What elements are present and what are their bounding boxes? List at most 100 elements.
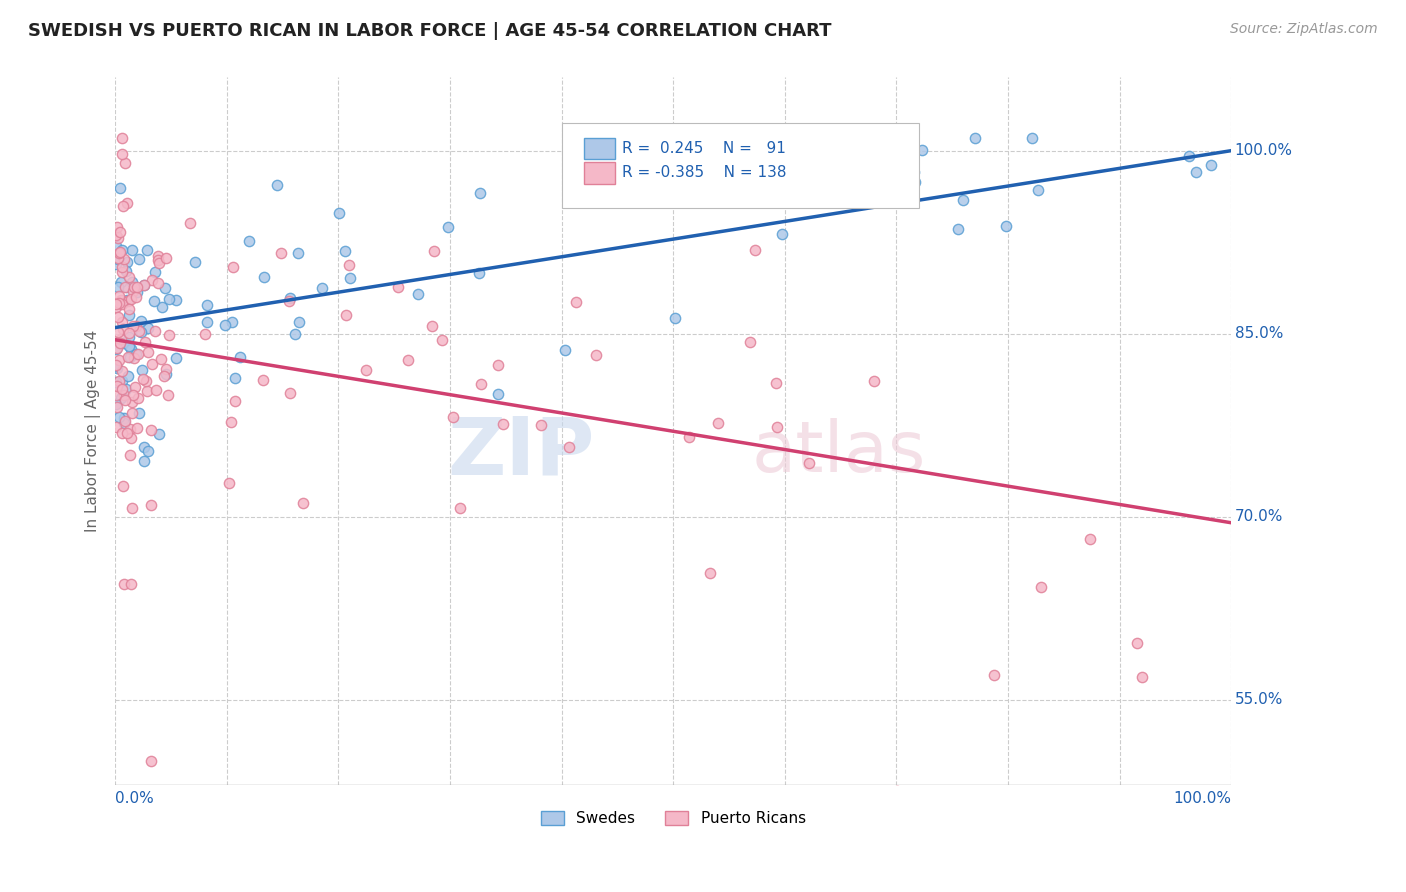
Legend: Swedes, Puerto Ricans: Swedes, Puerto Ricans: [533, 804, 813, 834]
Point: [238, 234, 260, 248]
Point: [118, 269, 141, 284]
Point: [311, 281, 333, 295]
Point: [121, 284, 143, 298]
Point: [112, 479, 135, 493]
Point: [110, 392, 132, 406]
Point: [143, 324, 166, 338]
Point: [143, 294, 166, 309]
Point: [910, 144, 932, 158]
Point: [118, 422, 141, 436]
Point: [111, 146, 134, 161]
Point: [335, 244, 357, 259]
Point: [122, 351, 145, 366]
Point: [111, 260, 134, 275]
Point: [148, 248, 170, 262]
Point: [105, 341, 128, 355]
Point: [117, 425, 139, 440]
Text: R =  0.245    N =   91: R = 0.245 N = 91: [621, 141, 786, 156]
Point: [118, 330, 141, 344]
Point: [328, 206, 350, 220]
Point: [118, 448, 141, 462]
Point: [406, 287, 429, 301]
Point: [554, 343, 576, 358]
Point: [107, 325, 129, 339]
Point: [420, 319, 443, 334]
Point: [270, 246, 292, 260]
Point: [132, 454, 155, 468]
Point: [738, 335, 761, 350]
Point: [135, 384, 157, 398]
Point: [155, 251, 177, 265]
Point: [107, 252, 129, 266]
Point: [946, 222, 969, 236]
Point: [107, 374, 129, 388]
Point: [125, 347, 148, 361]
Point: [134, 278, 156, 293]
Point: [157, 328, 180, 343]
Point: [108, 296, 131, 310]
Point: [470, 376, 492, 391]
Point: [128, 252, 150, 267]
Point: [139, 423, 162, 437]
Point: [139, 499, 162, 513]
Point: [114, 393, 136, 408]
Point: [125, 290, 148, 304]
Text: 100.0%: 100.0%: [1174, 791, 1232, 806]
Point: [111, 425, 134, 440]
Point: [114, 279, 136, 293]
Point: [179, 216, 201, 230]
Point: [112, 199, 135, 213]
Point: [110, 332, 132, 346]
Point: [114, 156, 136, 170]
Point: [430, 334, 453, 348]
Point: [224, 371, 246, 385]
Point: [132, 278, 155, 293]
Point: [1026, 183, 1049, 197]
Point: [105, 419, 128, 434]
Point: [105, 219, 128, 234]
Point: [219, 415, 242, 429]
FancyBboxPatch shape: [583, 162, 616, 184]
Point: [863, 374, 886, 388]
Point: [105, 375, 128, 389]
Point: [337, 258, 360, 272]
Point: [678, 430, 700, 444]
Point: [396, 353, 419, 368]
Point: [105, 358, 128, 372]
Point: [122, 318, 145, 333]
Point: [141, 357, 163, 371]
Point: [105, 361, 128, 376]
Point: [115, 195, 138, 210]
Point: [218, 475, 240, 490]
Text: 100.0%: 100.0%: [1234, 143, 1292, 158]
Point: [229, 351, 252, 365]
Point: [156, 387, 179, 401]
Text: atlas: atlas: [751, 418, 925, 487]
Point: [1130, 670, 1153, 684]
Point: [149, 351, 172, 366]
Point: [1178, 149, 1201, 163]
Point: [707, 416, 730, 430]
Text: Source: ZipAtlas.com: Source: ZipAtlas.com: [1230, 22, 1378, 37]
Point: [108, 410, 131, 425]
Point: [138, 443, 160, 458]
Point: [441, 410, 464, 425]
Point: [111, 322, 134, 336]
Point: [131, 363, 153, 377]
Point: [449, 501, 471, 516]
Point: [664, 310, 686, 325]
Point: [125, 280, 148, 294]
Point: [115, 264, 138, 278]
Point: [115, 382, 138, 396]
Point: [252, 373, 274, 387]
Point: [423, 244, 446, 258]
Point: [132, 372, 155, 386]
Point: [278, 385, 301, 400]
Point: [120, 577, 142, 591]
Point: [150, 300, 173, 314]
Point: [288, 315, 311, 329]
Point: [118, 326, 141, 341]
Point: [699, 566, 721, 581]
Point: [107, 251, 129, 265]
Point: [129, 314, 152, 328]
